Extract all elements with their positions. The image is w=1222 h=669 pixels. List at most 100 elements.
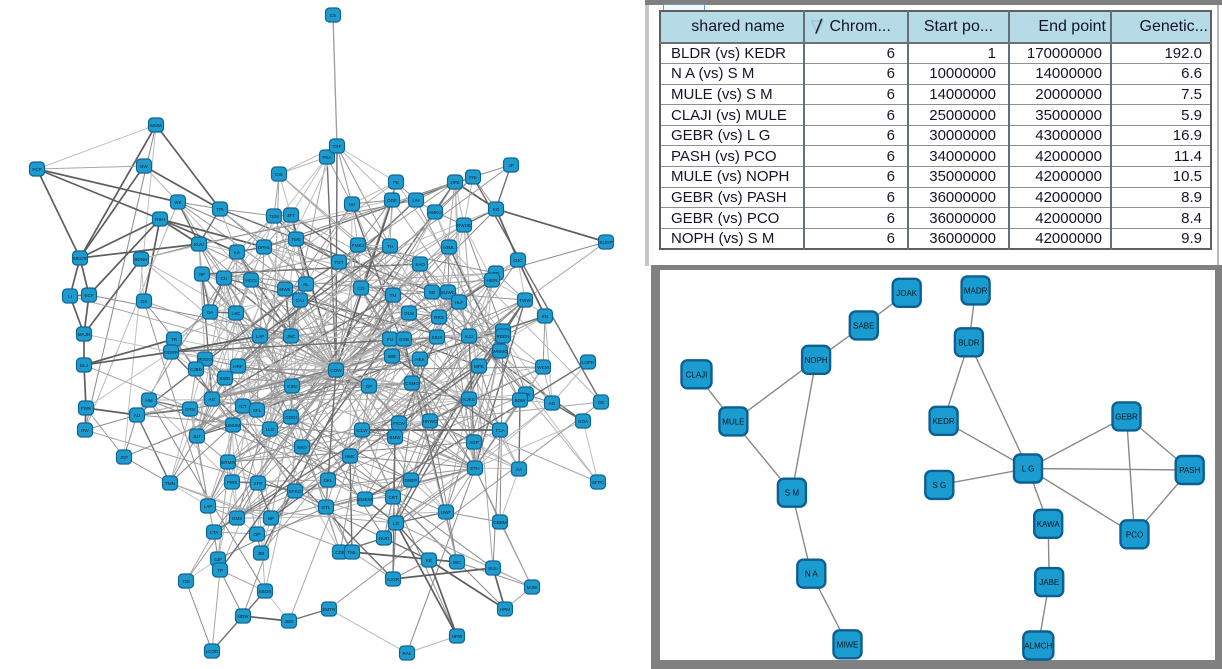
svg-text:HRF: HRF <box>233 364 243 369</box>
svg-text:PDOO: PDOO <box>198 357 212 362</box>
svg-text:KE: KE <box>426 558 432 563</box>
svg-text:OP: OP <box>254 532 261 537</box>
svg-text:SUWC: SUWC <box>441 290 456 295</box>
svg-text:ICT: ICT <box>239 404 247 409</box>
svg-text:DA: DA <box>207 310 214 315</box>
svg-text:FE: FE <box>393 180 399 185</box>
svg-text:RRS: RRS <box>434 315 444 320</box>
svg-text:OJC: OJC <box>513 258 523 263</box>
svg-text:FCP: FCP <box>32 167 41 172</box>
svg-text:LOPK: LOPK <box>582 360 595 365</box>
svg-text:BLDR: BLDR <box>958 338 980 347</box>
svg-text:BW: BW <box>140 164 148 169</box>
svg-text:ODE: ODE <box>387 198 397 203</box>
svg-text:LCOD: LCOD <box>206 649 219 654</box>
svg-text:TM: TM <box>390 293 397 298</box>
svg-text:LIH: LIH <box>412 198 419 203</box>
svg-text:BDW: BDW <box>515 398 526 403</box>
svg-text:JBI: JBI <box>258 551 265 556</box>
svg-text:HCCI: HCCI <box>245 278 256 283</box>
svg-text:SJF: SJF <box>214 557 222 562</box>
svg-text:FNI: FNI <box>469 175 476 180</box>
svg-text:KL: KL <box>303 282 309 287</box>
svg-text:MJW: MJW <box>527 585 538 590</box>
svg-text:HMC: HMC <box>345 454 356 459</box>
svg-text:KN: KN <box>542 314 548 319</box>
svg-text:HPW: HPW <box>452 634 463 639</box>
svg-text:WCM: WCM <box>537 365 549 370</box>
svg-text:NF: NF <box>199 272 205 277</box>
svg-text:GODI: GODI <box>285 415 297 420</box>
svg-text:AA: AA <box>516 467 523 472</box>
svg-text:CDE: CDE <box>335 550 345 555</box>
svg-text:DKL: DKL <box>324 478 333 483</box>
svg-text:TDI: TDI <box>182 579 189 584</box>
svg-text:WNMO: WNMO <box>492 349 507 354</box>
svg-text:IWE: IWE <box>388 354 397 359</box>
svg-text:AJGR: AJGR <box>387 577 400 582</box>
svg-text:CAJ: CAJ <box>296 298 305 303</box>
svg-text:UMUM: UMUM <box>226 423 240 428</box>
svg-text:HNWC: HNWC <box>423 419 438 424</box>
svg-text:SB: SB <box>429 290 435 295</box>
svg-text:EMTN: EMTN <box>322 607 335 612</box>
svg-text:GBBM: GBBM <box>493 520 507 525</box>
svg-text:MIML: MIML <box>443 245 455 250</box>
svg-text:FU: FU <box>387 337 393 342</box>
svg-text:OLM: OLM <box>404 311 414 316</box>
svg-text:TWW: TWW <box>519 298 531 303</box>
svg-text:AU: AU <box>134 413 140 418</box>
svg-text:TH: TH <box>387 244 393 249</box>
svg-text:CS: CS <box>330 13 336 18</box>
svg-text:UWF: UWF <box>441 510 452 515</box>
svg-text:EFKO: EFKO <box>289 489 302 494</box>
svg-text:OOA: OOA <box>578 419 589 424</box>
svg-text:HLF: HLF <box>455 300 464 305</box>
svg-text:JIPE: JIPE <box>450 180 460 185</box>
svg-text:CSMG: CSMG <box>405 381 419 386</box>
svg-text:AD: AD <box>549 401 556 406</box>
svg-text:LSC: LSC <box>232 311 242 316</box>
svg-text:JNC: JNC <box>287 334 297 339</box>
svg-text:FKA: FKA <box>323 155 333 160</box>
svg-text:LAP: LAP <box>204 504 213 509</box>
svg-text:TRF: TRF <box>333 144 342 149</box>
svg-text:DNEP: DNEP <box>405 478 418 483</box>
svg-text:KO: KO <box>493 207 500 212</box>
svg-text:TMN: TMN <box>165 481 175 486</box>
svg-text:S M: S M <box>785 489 800 498</box>
svg-text:BDNH: BDNH <box>134 257 147 262</box>
svg-text:HIEN: HIEN <box>487 278 498 283</box>
svg-text:GMS: GMS <box>232 516 242 521</box>
svg-text:SBOS: SBOS <box>259 589 272 594</box>
svg-text:FWN: FWN <box>81 406 91 411</box>
svg-text:L G: L G <box>1022 465 1035 474</box>
svg-text:CLAJI: CLAJI <box>686 370 708 379</box>
svg-text:TR: TR <box>171 337 178 342</box>
svg-text:SFP: SFP <box>254 481 263 486</box>
svg-text:TGT: TGT <box>334 260 343 265</box>
svg-text:RAL: RAL <box>403 651 412 656</box>
svg-text:GEBR: GEBR <box>1115 412 1138 421</box>
svg-text:CRT: CRT <box>388 495 398 500</box>
svg-text:SUU: SUU <box>488 566 498 571</box>
svg-text:HPM: HPM <box>500 607 510 612</box>
svg-text:EKD: EKD <box>297 445 307 450</box>
svg-text:FICW: FICW <box>393 421 405 426</box>
svg-text:JFT: JFT <box>287 213 295 218</box>
svg-text:SFL: SFL <box>253 408 262 413</box>
svg-text:KWD: KWD <box>220 376 231 381</box>
svg-text:N A: N A <box>805 570 819 579</box>
svg-text:TPI: TPI <box>216 207 223 212</box>
svg-text:EMEW: EMEW <box>358 497 373 502</box>
svg-text:NUO: NUO <box>379 536 390 541</box>
svg-text:KJJ: KJJ <box>465 334 473 339</box>
svg-text:JDF: JDF <box>120 455 129 460</box>
svg-text:PASH: PASH <box>1179 466 1200 475</box>
svg-text:TCA: TCA <box>495 428 505 433</box>
svg-text:TEM: TEM <box>269 214 279 219</box>
svg-text:JABE: JABE <box>1039 578 1059 587</box>
svg-text:PWS: PWS <box>227 480 237 485</box>
svg-text:HM: HM <box>145 398 152 403</box>
svg-text:MECR: MECR <box>73 256 87 261</box>
